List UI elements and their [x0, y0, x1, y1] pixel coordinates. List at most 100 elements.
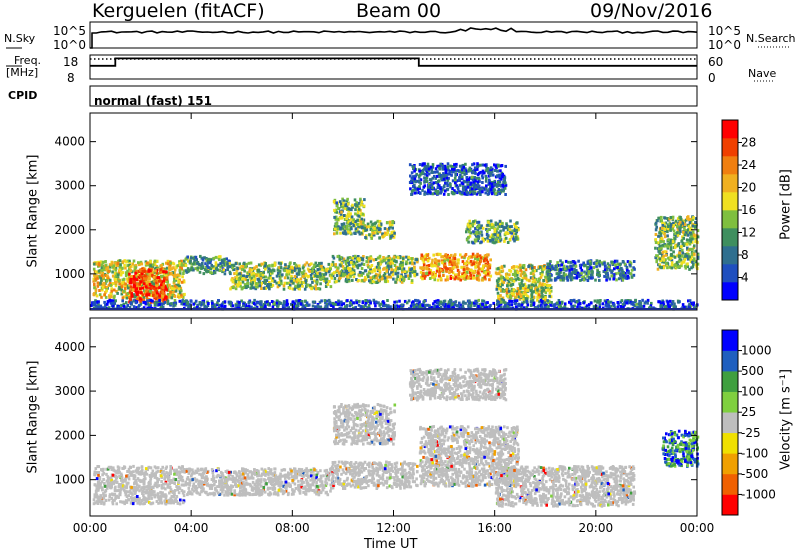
cell: [509, 277, 512, 281]
cell: [109, 292, 113, 296]
cell: [261, 273, 265, 277]
cell: [465, 270, 469, 274]
cell: [310, 287, 313, 291]
cell: [446, 178, 450, 182]
cell: [682, 260, 686, 264]
cell: [349, 222, 352, 226]
cell: [496, 184, 500, 188]
cell: [690, 259, 694, 263]
cell: [548, 284, 552, 288]
cell: [94, 270, 98, 274]
cell: [598, 263, 601, 267]
cell: [154, 266, 158, 270]
cell: [445, 269, 448, 273]
cell: [532, 295, 536, 299]
cell: [488, 264, 491, 268]
cell: [382, 267, 385, 271]
cell: [182, 280, 186, 284]
cell: [543, 303, 547, 306]
cell: [472, 260, 476, 264]
cell: [595, 261, 598, 265]
cell: [147, 268, 151, 272]
cell: [439, 162, 442, 166]
cell: [99, 276, 102, 280]
cell: [287, 269, 290, 273]
cell: [460, 265, 463, 269]
cell: [685, 242, 689, 246]
cell: [93, 286, 96, 290]
cell: [202, 272, 206, 276]
cell: [172, 287, 176, 291]
cell: [207, 261, 210, 265]
cell: [538, 300, 541, 304]
cell: [316, 271, 319, 275]
cell: [481, 169, 485, 173]
cell: [386, 275, 390, 279]
cell: [136, 282, 139, 286]
cell: [201, 265, 205, 269]
cell: [385, 266, 389, 269]
cell: [286, 267, 289, 271]
cell: [425, 170, 429, 174]
cell: [475, 265, 479, 269]
cell: [437, 259, 441, 263]
cell: [278, 283, 281, 287]
cell: [144, 263, 148, 267]
cell: [504, 164, 507, 168]
cell: [453, 277, 457, 281]
cell: [410, 257, 414, 261]
cell: [179, 265, 182, 269]
cell: [304, 279, 307, 283]
cell: [115, 289, 118, 293]
cell: [605, 266, 609, 270]
cell: [473, 221, 476, 225]
cell: [217, 263, 220, 267]
cell: [663, 250, 666, 254]
cell: [490, 170, 494, 174]
cell: [419, 178, 423, 182]
cell: [341, 270, 344, 274]
cell: [606, 273, 610, 277]
cell: [149, 260, 152, 264]
cell: [489, 167, 492, 171]
cell: [447, 172, 450, 176]
cell: [180, 263, 184, 267]
cell: [666, 304, 670, 308]
cell: [329, 285, 333, 289]
cell: [664, 250, 668, 254]
cell: [347, 202, 350, 206]
cell: [156, 278, 159, 282]
cell: [666, 225, 670, 228]
cell: [474, 179, 477, 183]
cell: [312, 270, 316, 274]
cell: [632, 260, 636, 263]
cell: [180, 295, 184, 299]
cell: [447, 168, 450, 172]
cell: [408, 163, 412, 167]
cell: [463, 274, 466, 278]
cell: [516, 277, 520, 280]
cell: [655, 225, 658, 229]
cell: [293, 275, 297, 278]
cell: [98, 289, 101, 292]
cell: [410, 279, 414, 283]
cell: [155, 281, 158, 285]
cell: [430, 272, 433, 275]
cell: [313, 263, 316, 267]
cell: [293, 287, 297, 291]
cell: [469, 168, 472, 172]
cell: [606, 275, 610, 279]
cell: [380, 260, 384, 264]
cell: [290, 279, 293, 283]
cell: [516, 237, 520, 241]
cell: [691, 260, 694, 264]
cell: [349, 217, 353, 221]
cell: [145, 293, 148, 297]
cell: [95, 262, 99, 266]
cell: [440, 178, 444, 182]
cell: [671, 227, 675, 231]
cell: [354, 212, 357, 216]
cell: [501, 221, 504, 225]
cell: [449, 182, 452, 186]
cell: [620, 268, 624, 272]
